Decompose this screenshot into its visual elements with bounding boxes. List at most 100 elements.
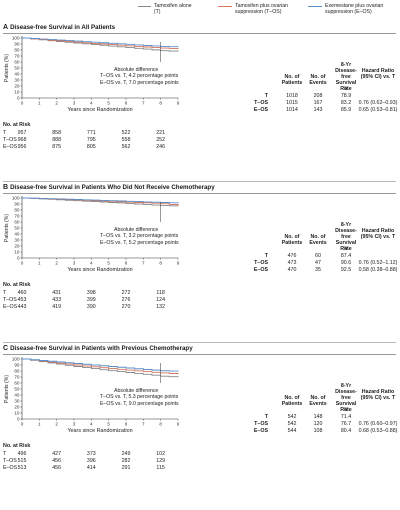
data-point (108, 44, 110, 45)
series-line-tos (22, 37, 179, 49)
data-point (56, 198, 58, 200)
risk-value: 460 (17, 290, 27, 296)
header-events: No. of Events (309, 74, 327, 86)
data-point (142, 46, 144, 48)
y-tick-label: 90 (14, 202, 20, 207)
x-tick-label: 9 (177, 101, 180, 106)
risk-value: 282 (121, 458, 131, 464)
legend-label-tos: Tamoxifen plus ovarian suppression (T–OS… (235, 3, 289, 15)
risk-row-label: T (3, 290, 7, 296)
absolute-difference: Absolute difference T–OS vs. T, 4.2 perce… (100, 67, 179, 86)
y-axis-label: Patients (%) (4, 214, 10, 243)
risk-row-label: T (3, 451, 7, 457)
data-point (125, 45, 127, 47)
table-cell-hr: 0.68 (0.53–0.88) (358, 428, 398, 434)
data-point (38, 38, 40, 40)
number-at-risk: No. at Risk T 460 431 398 272 118 T–OS 453 433 399… (3, 282, 393, 322)
header-rate-unit: % (343, 86, 349, 92)
data-point (90, 44, 92, 45)
x-tick-label: 2 (55, 422, 58, 427)
risk-value: 419 (52, 304, 62, 310)
risk-value: 396 (86, 458, 96, 464)
risk-value: 888 (52, 137, 62, 143)
x-tick-label: 5 (107, 101, 110, 106)
x-tick-label: 8 (159, 101, 162, 106)
data-point (73, 40, 75, 42)
table-cell-hr: 0.76 (0.52–1.12) (358, 260, 398, 266)
risk-value: 270 (121, 304, 131, 310)
header-patients: No. of Patients (281, 395, 303, 407)
data-point (108, 42, 110, 44)
table-cell-rate: 87.4 (340, 253, 352, 259)
series-line-eos (22, 37, 179, 48)
data-point (125, 43, 127, 45)
y-tick-label: 90 (14, 363, 20, 368)
risk-value: 414 (86, 465, 96, 471)
number-at-risk: No. at Risk T 957 858 771 522 221 T–OS 968 888 795… (3, 122, 393, 162)
x-tick-label: 1 (38, 101, 41, 106)
x-tick-label: 2 (55, 101, 58, 106)
y-tick-label: 40 (14, 72, 20, 77)
x-axis-label: Years since Randomization (67, 107, 132, 113)
x-tick-label: 3 (73, 422, 76, 427)
panel-c: C Disease-free Survival in Patients with … (0, 345, 400, 505)
y-tick-label: 10 (14, 411, 20, 416)
x-tick-label: 1 (38, 422, 41, 427)
table-cell-events: 108 (313, 428, 323, 434)
data-point (90, 368, 92, 369)
y-tick-label: 100 (12, 36, 20, 41)
risk-value: 272 (121, 290, 131, 296)
x-tick-label: 7 (142, 101, 145, 106)
table-cell-patients: 1018 (286, 93, 298, 99)
risk-value: 433 (52, 297, 62, 303)
risk-value: 957 (17, 130, 27, 136)
table-cell-patients: 542 (287, 421, 297, 427)
y-tick-label: 30 (14, 238, 20, 243)
table-cell-rate: 92.5 (340, 267, 352, 273)
series-line-eos (22, 358, 179, 372)
risk-row-label: T–OS (3, 137, 17, 143)
y-tick-label: 20 (14, 84, 20, 89)
risk-value: 496 (17, 451, 27, 457)
risk-value: 795 (86, 137, 96, 143)
y-axis-label: Patients (%) (4, 375, 10, 404)
table-cell-patients: 544 (287, 428, 297, 434)
header-events: No. of Events (309, 234, 327, 246)
legend-swatch-eos (308, 6, 322, 7)
y-tick-label: 60 (14, 60, 20, 65)
table-cell-rate: 83.2 (340, 100, 352, 106)
y-tick-label: 0 (17, 256, 20, 261)
data-point (73, 364, 75, 366)
series-line-t (22, 197, 179, 207)
diff-line: E–OS vs. T, 7.0 percentage points (100, 79, 179, 86)
diff-line: T–OS vs. T, 4.2 percentage points (100, 73, 179, 80)
data-point (125, 369, 127, 371)
panel-title: A Disease-free Survival in All Patients (3, 24, 115, 31)
legend-item-tos: Tamoxifen plus ovarian suppression (T–OS… (218, 3, 304, 15)
table-cell-patients: 473 (287, 260, 297, 266)
table-cell-hr: 0.58 (0.38–0.88) (358, 267, 398, 273)
data-point (142, 202, 144, 204)
risk-value: 390 (86, 304, 96, 310)
data-point (38, 360, 40, 361)
data-point (142, 45, 144, 46)
x-tick-label: 5 (107, 261, 110, 266)
y-tick-label: 80 (14, 208, 20, 213)
risk-value: 427 (52, 451, 62, 457)
table-row-label: T–OS (254, 100, 268, 106)
table-cell-hr: 0.76 (0.60–0.97) (358, 421, 398, 427)
data-point (73, 42, 75, 44)
data-point (90, 41, 92, 43)
data-point (73, 41, 75, 43)
table-cell-events: 208 (313, 93, 323, 99)
panel-title: B Disease-free Survival in Patients Who D… (3, 184, 215, 191)
data-point (21, 358, 23, 360)
data-point (125, 367, 127, 369)
series-line-t (22, 37, 179, 52)
header-rate: 8-Yr Disease-free Survival Rate (335, 222, 357, 252)
panel-title: C Disease-free Survival in Patients with … (3, 345, 193, 352)
table-cell-patients: 476 (287, 253, 297, 259)
y-tick-label: 50 (14, 387, 20, 392)
